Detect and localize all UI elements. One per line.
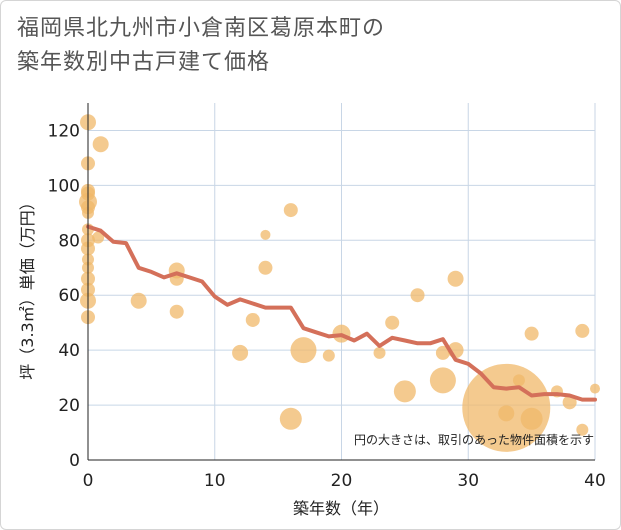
data-point-bubble [512, 374, 525, 387]
data-point-bubble [169, 304, 184, 319]
data-point-bubble [576, 423, 589, 436]
x-tick-label: 10 [204, 471, 226, 491]
data-point-bubble [322, 349, 335, 362]
data-point-bubble [393, 380, 416, 403]
data-point-bubble [232, 344, 249, 361]
x-axis-label: 築年数（年） [293, 499, 389, 518]
data-point-bubble [245, 312, 260, 327]
data-point-bubble [385, 315, 400, 330]
data-point-bubble [498, 405, 515, 422]
bubble-series [79, 114, 600, 452]
bubble-size-note: 円の大きさは、取引のあった物件面積を示す [354, 432, 594, 447]
data-point-bubble [290, 337, 317, 364]
y-tick-labels: 0 20 40 60 80 100 120 [48, 121, 80, 471]
data-point-bubble [429, 367, 456, 394]
data-point-bubble [130, 292, 147, 309]
data-point-bubble [410, 288, 425, 303]
data-point-bubble [520, 407, 543, 430]
data-point-bubble [279, 407, 302, 430]
y-tick-label: 20 [58, 396, 80, 416]
x-tick-label: 20 [331, 471, 353, 491]
data-point-bubble [575, 323, 590, 338]
y-tick-label: 40 [58, 341, 80, 361]
data-point-bubble [447, 270, 464, 287]
x-tick-label: 30 [457, 471, 479, 491]
data-point-bubble [92, 136, 109, 153]
y-axis-label: 坪（3.3㎡）単価（万円） [18, 194, 37, 379]
x-tick-labels: 0 10 20 30 40 [83, 471, 606, 491]
data-point-bubble [258, 260, 273, 275]
data-point-bubble [435, 345, 450, 360]
axes [87, 103, 595, 461]
data-point-bubble [562, 395, 577, 410]
data-point-bubble [260, 229, 271, 240]
x-tick-label: 40 [584, 471, 606, 491]
y-tick-label: 80 [58, 231, 80, 251]
y-tick-label: 120 [48, 121, 80, 141]
data-point-bubble [590, 383, 600, 394]
average-line-series [86, 224, 597, 402]
chart-title-line1: 福岡県北九州市小倉南区葛原本町の [17, 16, 386, 41]
data-point-bubble [524, 326, 539, 341]
x-tick-label: 0 [83, 471, 94, 491]
data-point-bubble [373, 346, 386, 359]
y-tick-label: 100 [48, 176, 80, 196]
data-point-bubble [92, 231, 105, 244]
chart-title: 福岡県北九州市小倉南区葛原本町の 築年数別中古戸建て価格 [17, 12, 385, 80]
chart-title-line2: 築年数別中古戸建て価格 [17, 50, 271, 75]
data-point-bubble [283, 203, 298, 218]
average-price-line [86, 224, 597, 402]
y-tick-label: 60 [58, 286, 80, 306]
y-tick-label: 0 [69, 451, 80, 471]
